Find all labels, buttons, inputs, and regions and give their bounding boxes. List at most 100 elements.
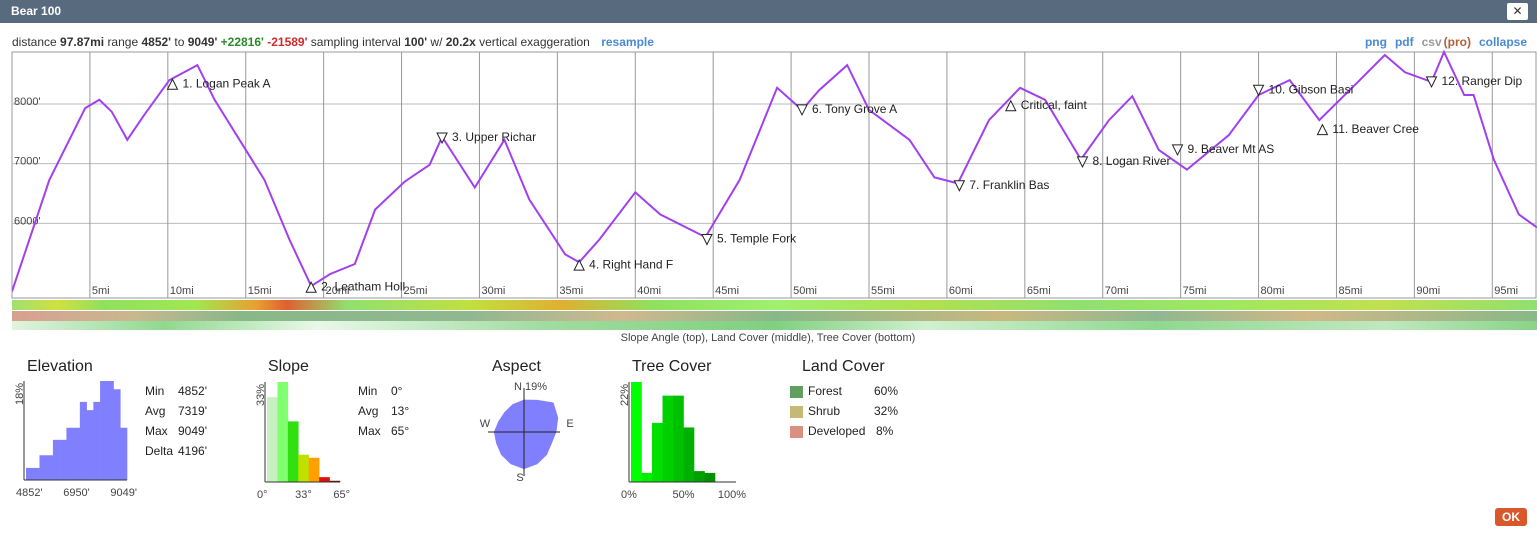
stat-text: +22816' (220, 35, 264, 49)
x-tick-label: 55mi (871, 285, 895, 297)
export-link[interactable]: csv (1421, 35, 1442, 49)
export-link[interactable]: pdf (1394, 35, 1414, 49)
panel-title: Tree Cover (632, 358, 712, 375)
y-tick-label: 8000' (14, 96, 41, 108)
close-button[interactable]: ✕ (1507, 3, 1528, 20)
x-tick-label: 95mi (1494, 285, 1518, 297)
histogram-bar (704, 472, 716, 482)
legend-label: Forest (808, 384, 843, 398)
stat-value: 65° (391, 424, 409, 438)
waypoint-marker (1171, 144, 1184, 157)
waypoint-label: 1. Logan Peak A (182, 76, 270, 90)
y-max-label: 33% (255, 384, 267, 406)
stat-text: w/ (430, 35, 443, 49)
resample-link[interactable]: resample (601, 35, 654, 49)
elevation-line (12, 49, 1537, 292)
waypoint-marker (1316, 123, 1329, 136)
export-links: png pdf csv (pro) collapse (1357, 35, 1527, 49)
panel-title: Aspect (492, 358, 541, 375)
histogram-bar (86, 410, 94, 480)
stat-text: 9049' (187, 35, 218, 49)
x-tick-label: 50mi (793, 285, 817, 297)
x-tick-label: 90mi (1416, 285, 1440, 297)
stat-text: vertical exaggeration (479, 35, 590, 49)
x-tick-label: 70mi (1105, 285, 1129, 297)
histogram-bar (631, 382, 642, 482)
histogram-bar (662, 395, 674, 482)
histogram-bar (277, 382, 289, 482)
histogram-bar (93, 401, 101, 480)
x-axis-label: 6950' (63, 487, 90, 499)
x-tick-label: 65mi (1027, 285, 1051, 297)
waypoint-marker (796, 104, 808, 117)
histogram-bar (329, 480, 341, 482)
histogram-bar (52, 439, 60, 480)
waypoint-label: 9. Beaver Mt AS (1188, 142, 1275, 156)
x-tick-label: 60mi (949, 285, 973, 297)
histogram-bar (113, 389, 121, 480)
waypoint-label: 4. Right Hand F (589, 257, 673, 271)
x-tick-label: 45mi (715, 285, 739, 297)
histogram-bar (59, 439, 67, 480)
stat-value: 0° (391, 384, 403, 398)
x-tick-label: 20mi (326, 285, 350, 297)
land-strip (12, 311, 1537, 321)
stat-label: Delta (145, 444, 173, 458)
stat-text: -21589' (267, 35, 308, 49)
plot-frame (11, 51, 1537, 299)
x-axis-label: 100% (718, 489, 746, 501)
export-link[interactable]: (pro) (1443, 35, 1471, 49)
waypoint-label: Critical, faint (1021, 98, 1088, 112)
x-tick-label: 10mi (170, 285, 194, 297)
ok-button[interactable]: OK (1495, 508, 1527, 526)
stat-text: range (107, 35, 139, 49)
direction-label: N (514, 381, 522, 393)
histogram-bar (298, 454, 310, 482)
x-axis-label: 33° (295, 489, 312, 501)
direction-label: S (516, 472, 523, 484)
waypoint-marker (701, 233, 713, 246)
stat-label: Min (145, 384, 164, 398)
waypoint-marker (573, 259, 585, 271)
waypoint-marker (1425, 76, 1438, 88)
x-tick-label: 15mi (248, 285, 272, 297)
waypoint-label: 8. Logan River (1092, 154, 1170, 168)
x-axis-label: 0° (257, 489, 268, 501)
histogram-bar (308, 457, 320, 482)
stat-value: 7319' (178, 404, 207, 418)
waypoint-marker (305, 281, 317, 293)
x-axis-label: 50% (672, 489, 694, 501)
strip-caption: Slope Angle (top), Land Cover (middle), … (621, 332, 916, 344)
stat-value: 9049' (178, 424, 207, 438)
histogram-bar (683, 427, 695, 482)
histogram-bar (319, 477, 330, 482)
histogram-bar (46, 455, 54, 480)
panel-title: Elevation (27, 358, 93, 375)
stat-value: 4196' (178, 444, 207, 458)
y-max-label: 18% (14, 383, 26, 405)
legend-percent: 8% (876, 424, 894, 438)
waypoint-label: 11. Beaver Cree (1332, 122, 1419, 136)
stat-text: 100' (404, 35, 428, 49)
panel-title: Land Cover (802, 358, 885, 375)
stat-text: 4852' (141, 35, 172, 49)
waypoint-marker (436, 132, 448, 145)
waypoint-marker (1004, 99, 1017, 112)
legend-swatch (790, 426, 803, 438)
export-link[interactable]: png (1364, 35, 1387, 49)
direction-label: W (480, 418, 491, 430)
histogram-bar (26, 467, 34, 480)
waypoint-label: 6. Tony Grove A (812, 102, 897, 116)
legend-percent: 60% (874, 384, 898, 398)
histogram-bar (32, 467, 40, 480)
histogram-bar (120, 427, 128, 480)
legend-label: Developed (808, 424, 865, 438)
histogram-bar (100, 381, 108, 480)
rmax-label: 19% (525, 381, 547, 393)
export-link[interactable]: collapse (1478, 35, 1527, 49)
x-axis-label: 9049' (110, 487, 137, 499)
aspect-rose (493, 399, 559, 470)
histogram-bar (106, 381, 114, 480)
